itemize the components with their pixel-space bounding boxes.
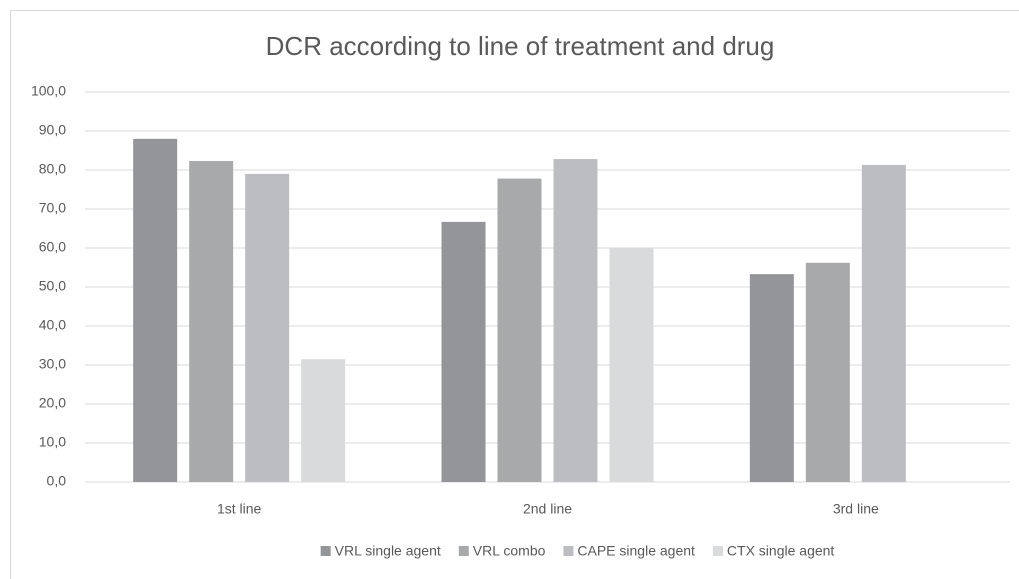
legend-swatch <box>563 546 574 556</box>
y-tick-label: 30,0 <box>39 356 66 372</box>
legend-label: VRL single agent <box>335 543 441 559</box>
x-tick-label: 3rd line <box>833 501 879 517</box>
y-tick-label: 40,0 <box>39 317 66 333</box>
x-tick-label: 2nd line <box>523 501 572 517</box>
legend-label: CTX single agent <box>727 543 835 559</box>
bar <box>301 359 346 482</box>
y-tick-label: 80,0 <box>39 161 66 177</box>
y-tick-label: 20,0 <box>39 395 66 411</box>
legend-swatch <box>320 546 331 556</box>
y-tick-label: 100,0 <box>31 83 66 99</box>
y-tick-label: 0,0 <box>47 473 67 489</box>
legend-label: CAPE single agent <box>577 543 695 559</box>
bar <box>609 248 654 482</box>
bar <box>133 138 178 483</box>
legend-label: VRL combo <box>473 543 546 559</box>
legend-swatch <box>712 546 723 556</box>
y-tick-label: 90,0 <box>39 122 66 138</box>
y-tick-label: 50,0 <box>39 278 66 294</box>
bar <box>805 262 850 482</box>
bar <box>749 274 794 482</box>
y-tick-label: 70,0 <box>39 200 66 216</box>
y-tick-label: 60,0 <box>39 239 66 255</box>
y-tick-label: 10,0 <box>39 434 66 450</box>
bar <box>553 159 598 482</box>
bar <box>441 221 486 482</box>
bar <box>861 164 906 482</box>
bar <box>497 178 542 482</box>
legend-swatch <box>458 546 469 556</box>
bar <box>245 173 290 482</box>
chart-title: DCR according to line of treatment and d… <box>266 31 775 61</box>
bar <box>189 161 234 482</box>
x-tick-label: 1st line <box>217 501 262 517</box>
